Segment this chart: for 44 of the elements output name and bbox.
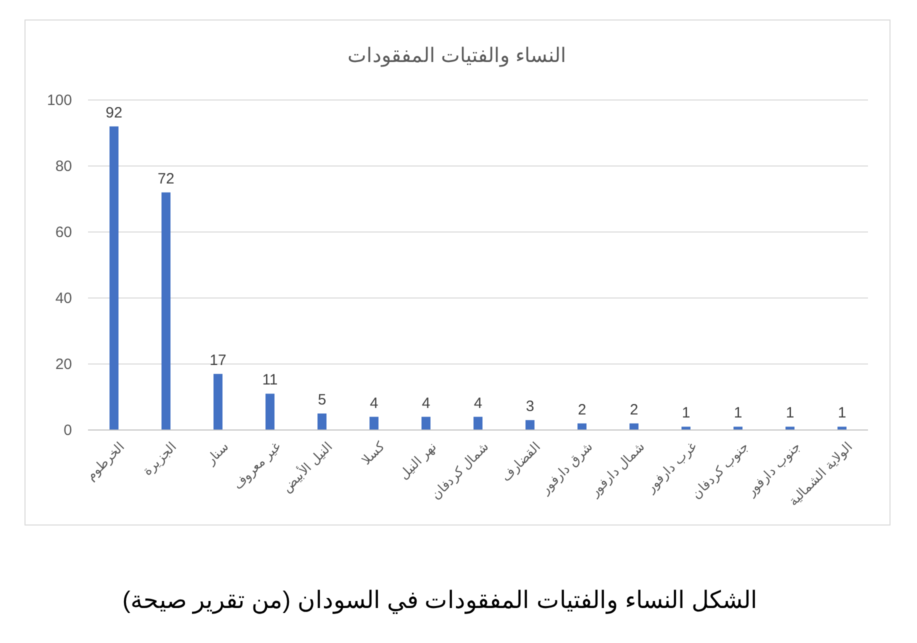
- bar: [370, 416, 378, 430]
- bar: [162, 192, 170, 430]
- x-tick-label: كسلا: [358, 438, 388, 468]
- data-label: 3: [526, 398, 534, 416]
- bar: [578, 423, 586, 430]
- bar: [838, 426, 846, 430]
- bar: [214, 374, 222, 430]
- data-label: 17: [210, 352, 226, 369]
- y-tick-label: 60: [55, 224, 72, 241]
- bar: [110, 126, 118, 430]
- data-label: 11: [262, 372, 278, 389]
- x-tick-label: القضارف: [498, 438, 544, 485]
- y-tick-label: 100: [46, 92, 72, 109]
- x-tick-label: الجزيرة: [140, 438, 180, 480]
- bar: [734, 426, 742, 430]
- x-tick-label: سنار: [202, 438, 232, 468]
- bar: [786, 426, 794, 430]
- data-label: 4: [422, 394, 430, 412]
- chart-title: النساء والفتيات المفقودات: [347, 45, 567, 67]
- y-tick-label: 20: [55, 356, 72, 373]
- data-label: 2: [578, 401, 586, 418]
- data-label: 2: [630, 401, 638, 418]
- bar: [266, 394, 274, 430]
- data-label: 4: [370, 394, 378, 412]
- bar: [422, 416, 430, 430]
- data-label: 1: [786, 404, 794, 422]
- text: الشكل النساء والفتيات المفقودات في السودان (من تقرير صيحة): [122, 587, 758, 614]
- bar: [682, 426, 690, 430]
- bar: [526, 420, 534, 430]
- x-tick-label: الخرطوم: [82, 438, 128, 484]
- data-label: 92: [106, 104, 122, 122]
- bar: [630, 423, 638, 430]
- bar: [318, 414, 326, 430]
- data-label: 1: [838, 404, 846, 422]
- data-label: 1: [734, 404, 742, 422]
- data-label: 72: [158, 170, 174, 188]
- x-tick-label: نهر النيل: [396, 438, 440, 484]
- y-tick-label: 0: [64, 422, 72, 439]
- data-label: 1: [682, 404, 690, 422]
- y-tick-label: 40: [55, 290, 72, 307]
- bar: [474, 416, 482, 430]
- data-label: 4: [474, 394, 482, 412]
- data-label: 5: [318, 392, 326, 408]
- y-tick-label: 80: [55, 158, 72, 175]
